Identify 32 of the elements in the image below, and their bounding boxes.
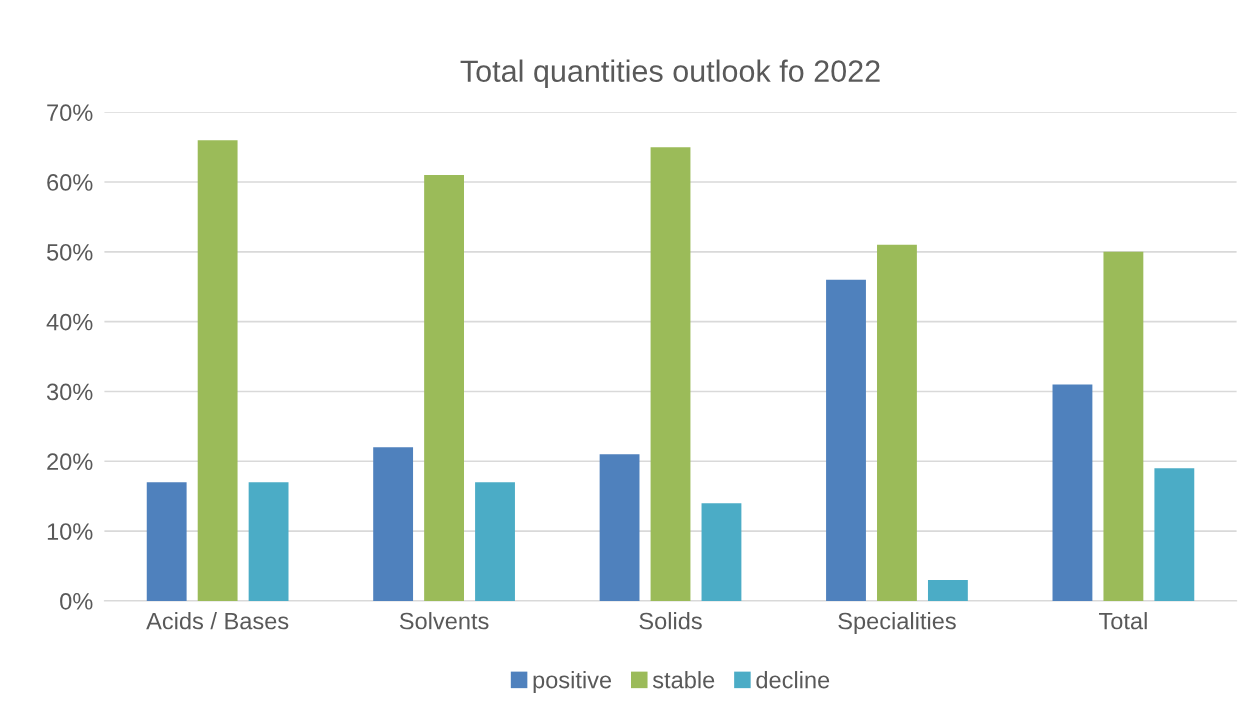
bar [1154, 468, 1195, 601]
bar [424, 175, 464, 601]
y-tick-label: 50% [46, 243, 93, 261]
bar [650, 147, 691, 601]
bar [826, 279, 866, 601]
x-tick-label: Specialities [838, 612, 956, 635]
bar [599, 454, 640, 601]
y-tick-label: 60% [47, 174, 93, 191]
y-tick-label: 40% [46, 313, 93, 331]
y-tick-label: 20% [47, 453, 93, 471]
bar [248, 482, 289, 601]
y-tick-label: 0% [60, 592, 93, 610]
y-tick-label: 10% [47, 523, 93, 540]
bar [1103, 251, 1144, 601]
bar [877, 244, 917, 601]
bar [927, 579, 968, 601]
legend-label: decline [756, 671, 830, 689]
bar [475, 482, 515, 601]
x-tick-label: Acids / Bases [146, 612, 289, 630]
legend-label: positive [533, 671, 612, 694]
bar [373, 447, 414, 601]
bar [197, 140, 238, 601]
y-tick-label: 70% [47, 104, 93, 122]
bar [1052, 384, 1093, 601]
chart-title: Total quantities outlook fo 2022 [460, 59, 880, 88]
x-tick-label: Total [1099, 612, 1147, 630]
bar [146, 482, 187, 601]
y-tick-label: 30% [46, 383, 93, 401]
legend-label: stable [652, 671, 715, 689]
bar [701, 503, 742, 601]
x-tick-label: Solvents [399, 612, 489, 630]
x-tick-label: Solids [639, 612, 702, 630]
